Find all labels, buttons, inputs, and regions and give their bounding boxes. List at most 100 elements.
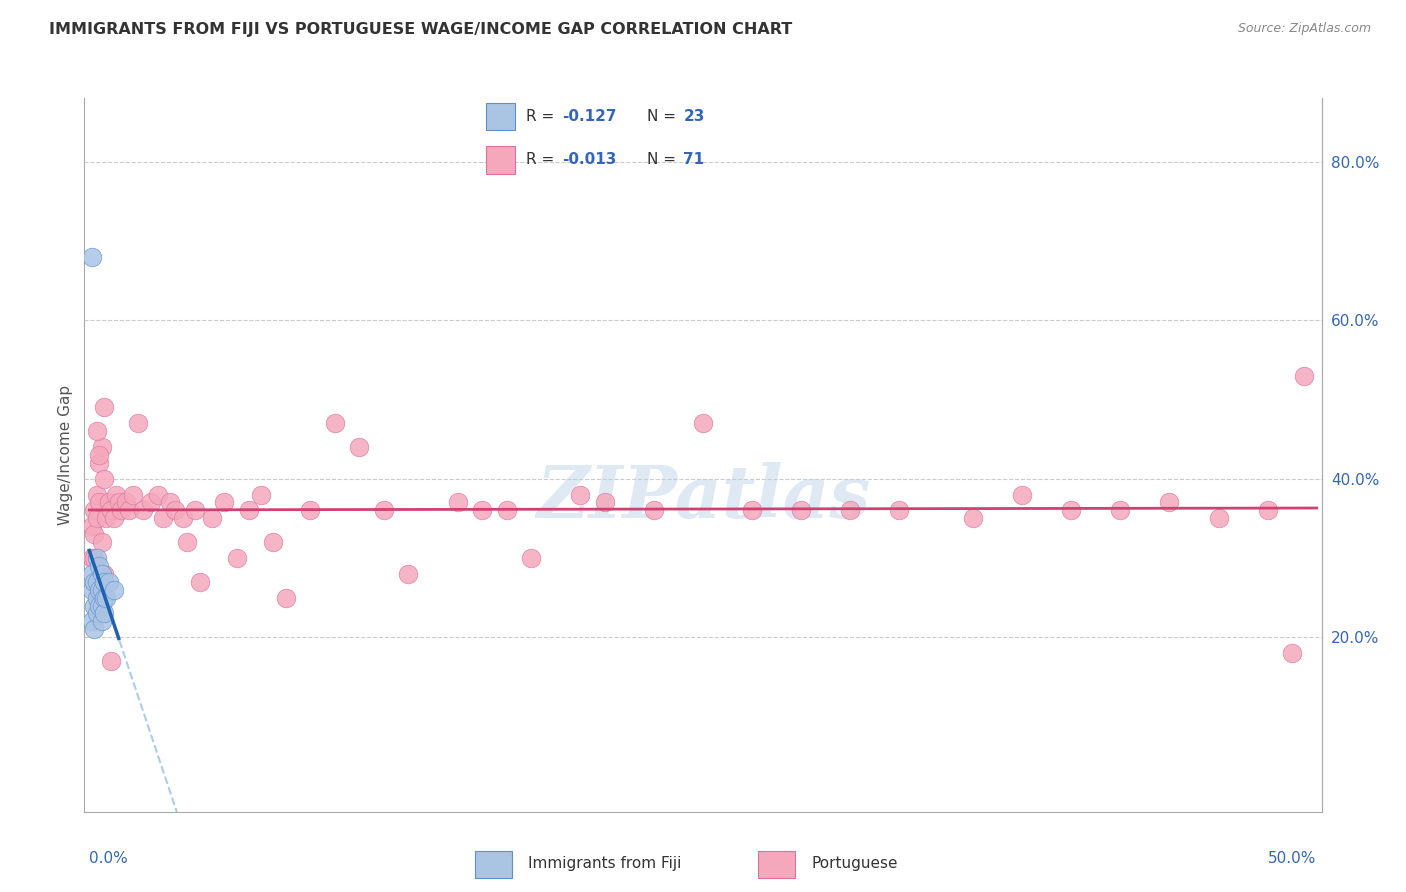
Point [323,416,346,430]
Point [520,551,543,566]
Point [83,623,105,637]
Point [103,582,125,597]
Point [86,574,108,589]
Point [96,511,118,525]
Point [86,511,108,525]
Point [100,503,122,517]
Point [90,535,112,549]
Point [83,551,105,566]
Y-axis label: Wage/Income Gap: Wage/Income Gap [58,384,73,525]
Text: 71: 71 [683,153,704,168]
Text: Source: ZipAtlas.com: Source: ZipAtlas.com [1237,22,1371,36]
Point [110,503,132,517]
Point [214,495,236,509]
Text: 0.0%: 0.0% [89,851,128,866]
Point [471,503,494,517]
Point [643,503,665,517]
Text: N =: N = [647,109,681,124]
Point [93,591,115,605]
Point [100,654,122,668]
Point [83,574,105,589]
FancyBboxPatch shape [486,146,515,174]
Point [93,566,115,581]
Point [90,440,112,454]
Point [132,503,155,517]
Point [159,495,181,509]
Point [373,503,395,517]
Point [569,487,592,501]
Point [152,511,174,525]
Point [86,487,108,501]
Point [741,503,763,517]
Point [93,401,115,415]
Point [1294,368,1316,383]
Point [90,582,112,597]
Point [225,551,247,566]
Text: IMMIGRANTS FROM FIJI VS PORTUGUESE WAGE/INCOME GAP CORRELATION CHART: IMMIGRANTS FROM FIJI VS PORTUGUESE WAGE/… [49,22,793,37]
Point [593,495,616,509]
Point [176,535,198,549]
Point [446,495,468,509]
Point [80,582,103,597]
Point [93,574,115,589]
Point [1208,511,1230,525]
Point [889,503,911,517]
Text: Portuguese: Portuguese [811,855,898,871]
FancyBboxPatch shape [758,851,796,878]
Point [103,511,125,525]
Point [80,250,103,264]
Point [184,503,207,517]
Point [1060,503,1083,517]
Text: R =: R = [526,109,560,124]
Point [83,503,105,517]
Point [90,599,112,613]
Point [97,574,120,589]
Point [80,566,103,581]
Point [165,503,187,517]
Point [93,607,115,621]
Point [201,511,224,525]
Point [87,448,110,462]
Text: R =: R = [526,153,560,168]
Text: 23: 23 [683,109,704,124]
Point [90,566,112,581]
Point [97,495,120,509]
Point [299,503,322,517]
FancyBboxPatch shape [475,851,512,878]
Point [87,558,110,573]
Point [839,503,862,517]
Point [146,487,169,501]
Point [87,456,110,470]
Point [250,487,273,501]
Point [83,599,105,613]
Point [1011,487,1033,501]
Point [117,503,139,517]
Point [1109,503,1132,517]
Point [80,615,103,629]
Point [87,495,110,509]
Point [188,574,211,589]
Point [1159,495,1181,509]
Text: -0.013: -0.013 [562,153,617,168]
Point [139,495,162,509]
Point [107,495,129,509]
Text: Immigrants from Fiji: Immigrants from Fiji [529,855,682,871]
Point [80,519,103,533]
Point [238,503,260,517]
Point [1257,503,1279,517]
Text: -0.127: -0.127 [562,109,617,124]
Point [262,535,284,549]
Point [86,591,108,605]
Point [87,582,110,597]
Text: ZIPatlas: ZIPatlas [536,462,870,533]
Point [790,503,813,517]
Point [96,591,118,605]
Point [396,566,419,581]
Point [962,511,984,525]
Point [127,416,149,430]
Point [87,599,110,613]
Point [86,607,108,621]
Point [274,591,297,605]
Text: N =: N = [647,153,681,168]
Point [83,527,105,541]
